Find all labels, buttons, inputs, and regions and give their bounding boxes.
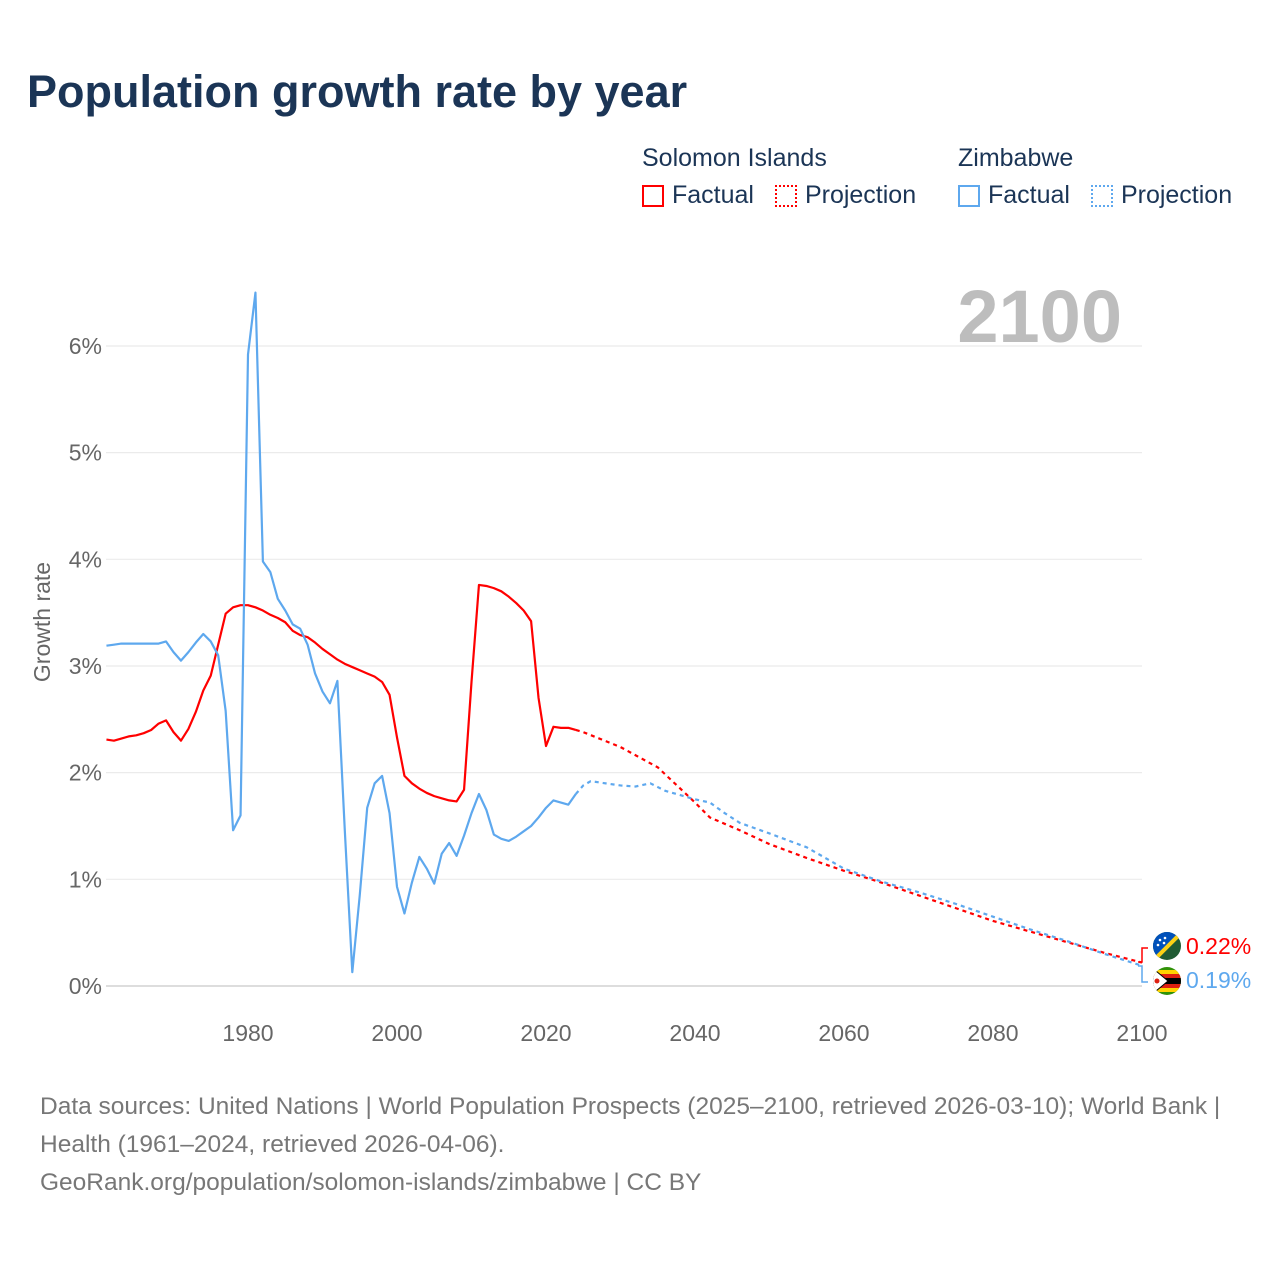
x-tick-label: 2100 <box>1116 1020 1167 1046</box>
legend-solomon-projection[interactable]: Projection <box>774 181 917 210</box>
legend-zimbabwe: Zimbabwe Factual Projection <box>958 144 1246 214</box>
solid-swatch-icon <box>642 184 664 207</box>
legend-zimbabwe-projection[interactable]: Projection <box>1090 181 1233 210</box>
solid-swatch-icon <box>958 184 980 207</box>
x-tick-label: 1980 <box>222 1020 273 1046</box>
y-tick-label: 3% <box>69 653 102 679</box>
y-axis-label: Growth rate <box>29 562 55 682</box>
solomon-end-connector <box>1138 947 1148 963</box>
series-line-zimbabwe-projection <box>574 780 1143 967</box>
legend-label: Factual <box>672 181 754 209</box>
legend-label: Projection <box>804 181 917 209</box>
dotted-swatch-icon <box>1090 184 1113 207</box>
legend-label: Factual <box>988 181 1070 209</box>
legend-group-name: Zimbabwe <box>958 144 1074 172</box>
zimbabwe-end-value: 0.19% <box>1186 967 1251 993</box>
zimbabwe-end-connector <box>1138 965 1148 983</box>
x-tick-label: 2040 <box>669 1020 720 1046</box>
y-tick-label: 5% <box>69 440 102 466</box>
x-tick-label: 2060 <box>818 1020 869 1046</box>
footer: Data sources: United Nations | World Pop… <box>40 1088 1240 1202</box>
solomon-end-value: 0.22% <box>1186 933 1251 959</box>
x-tick-label: 2020 <box>520 1020 571 1046</box>
dotted-swatch-icon <box>774 184 797 207</box>
chart-title: Population growth rate by year <box>27 66 688 117</box>
x-tick-label: 2080 <box>967 1020 1018 1046</box>
series-line-solomon-islands-factual <box>106 583 577 803</box>
year-watermark: 2100 <box>957 275 1122 358</box>
series-line-zimbabwe-factual <box>106 291 577 974</box>
credit-link[interactable]: GeoRank.org/population/solomon-islands/z… <box>40 1169 702 1196</box>
legend-zimbabwe-factual[interactable]: Factual <box>958 181 1070 210</box>
legend-solomon-islands: Solomon Islands Factual Projection <box>642 144 930 214</box>
legend-label: Projection <box>1120 181 1233 209</box>
solomon-islands-flag-icon <box>1153 932 1181 960</box>
legend-solomon-factual[interactable]: Factual <box>642 181 754 210</box>
y-tick-label: 2% <box>69 760 102 786</box>
y-tick-label: 0% <box>69 973 102 999</box>
series-line-solomon-islands-projection <box>575 728 1143 964</box>
y-tick-label: 4% <box>69 546 102 572</box>
zimbabwe-flag-icon <box>1153 967 1181 995</box>
data-sources: Data sources: United Nations | World Pop… <box>40 1093 1221 1158</box>
y-tick-label: 6% <box>69 333 102 359</box>
x-tick-label: 2000 <box>371 1020 422 1046</box>
y-tick-label: 1% <box>69 866 102 892</box>
legend-group-name: Solomon Islands <box>642 144 827 172</box>
